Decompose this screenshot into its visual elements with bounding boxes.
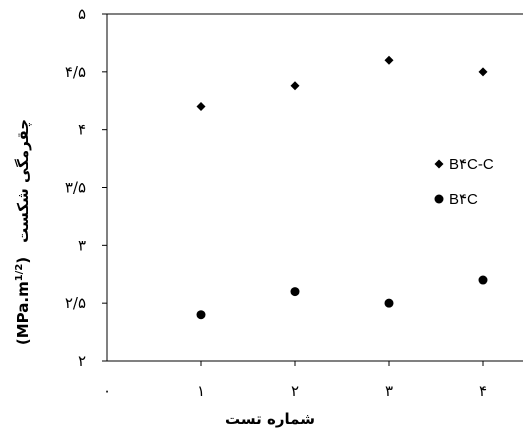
data-point-circle [384,298,394,308]
legend-label: B۴C [449,191,478,208]
legend-label: B۴C-C [449,156,494,173]
x-tick-label: ۲ [291,382,299,400]
y-axis-title-group: (MPa.m1/2) چقرمگی شکست [14,119,33,345]
legend-marker-circle [434,194,444,204]
y-axis-title: (MPa.m1/2) چقرمگی شکست [14,119,33,345]
x-tick-label: ۱ [197,382,205,400]
y-axis-label: چقرمگی شکست [14,119,33,243]
y-tick-label: ۵ [78,5,86,23]
legend: B۴C-C B۴C [434,156,494,208]
y-axis-unit-exponent: 1/2 [14,264,25,282]
x-axis-title: شماره تست [225,410,315,428]
data-point-circle [290,287,300,297]
x-tick-label: ۰ [103,382,111,400]
data-point-diamond [290,81,300,91]
y-tick-label: ۴ [78,121,86,139]
data-points [196,55,488,320]
x-ticks: ۰ ۱ ۲ ۳ ۴ [103,361,487,400]
data-point-diamond [478,67,488,77]
legend-marker-diamond [434,159,444,169]
y-tick-label: ۳/۵ [65,179,86,197]
x-tick-label: ۳ [385,382,393,400]
axes [106,13,523,362]
y-tick-label: ۴/۵ [65,63,86,81]
data-point-circle [196,310,206,320]
y-tick-label: ۳ [78,236,86,254]
y-axis-unit: (MPa.m [14,281,32,345]
data-point-diamond [384,55,394,65]
data-point-diamond [196,102,206,112]
y-ticks: ۲ ۲/۵ ۳ ۳/۵ ۴ ۴/۵ ۵ [65,5,107,370]
y-tick-label: ۲ [78,352,86,370]
data-point-circle [478,275,488,285]
y-axis-unit-close: ) [14,257,32,264]
y-tick-label: ۲/۵ [65,294,86,312]
x-tick-label: ۴ [479,382,487,400]
